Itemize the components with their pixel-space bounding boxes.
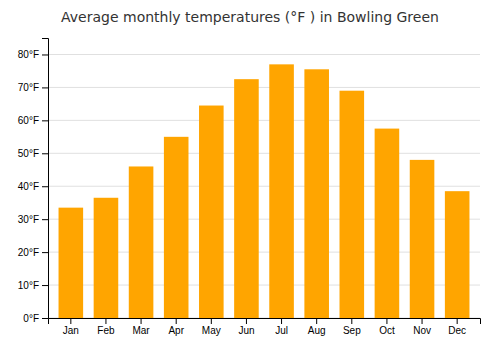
tick-mark xyxy=(42,219,48,220)
x-tick: Mar xyxy=(132,318,150,336)
x-tick: Feb xyxy=(97,318,115,336)
tick-label: Jun xyxy=(238,325,254,336)
tick-label: 80°F xyxy=(18,49,39,60)
y-tick: 40°F xyxy=(18,181,48,192)
tick-mark xyxy=(211,318,212,324)
x-tick: Jun xyxy=(238,318,254,336)
tick-mark xyxy=(351,318,352,324)
bar xyxy=(59,208,84,318)
tick-label: Sep xyxy=(343,325,361,336)
bar xyxy=(234,79,259,318)
tick-label: 10°F xyxy=(18,280,39,291)
tick-label: Nov xyxy=(413,325,431,336)
tick-label: May xyxy=(202,325,221,336)
chart-container: 0°F 10°F 20°F 30°F 40°F 50°F 60°F 70°F 80°F Jan Fe… xyxy=(0,0,500,350)
bar xyxy=(410,160,435,318)
bar xyxy=(340,91,365,318)
bar xyxy=(164,137,189,318)
tick-mark xyxy=(42,285,48,286)
tick-mark xyxy=(246,318,247,324)
x-tick: Sep xyxy=(343,318,361,336)
title: Average monthly temperatures (°F ) in Bo… xyxy=(61,9,439,25)
x-tick: Oct xyxy=(379,318,395,336)
bar xyxy=(445,191,470,318)
y-tick: 20°F xyxy=(18,247,48,258)
tick-label: 60°F xyxy=(18,115,39,126)
tick-label: 30°F xyxy=(18,214,39,225)
tick-label: 20°F xyxy=(18,247,39,258)
tick-mark xyxy=(316,318,317,324)
grid xyxy=(48,54,480,318)
tick-mark xyxy=(42,87,48,88)
tick-label: 0°F xyxy=(23,313,39,324)
tick-mark xyxy=(42,252,48,253)
x-axis: Jan Feb Mar Apr May Jun Jul Aug Sep Oct Nov Dec xyxy=(49,318,481,336)
x-tick: Dec xyxy=(448,318,466,336)
chart-svg: 0°F 10°F 20°F 30°F 40°F 50°F 60°F 70°F 80°F Jan Fe… xyxy=(0,0,500,350)
grid-line xyxy=(48,54,480,55)
tick-mark xyxy=(141,318,142,324)
tick-label: Feb xyxy=(97,325,115,336)
tick-label: Mar xyxy=(132,325,150,336)
axis-line xyxy=(49,319,481,325)
y-tick: 50°F xyxy=(18,148,48,159)
y-tick: 60°F xyxy=(18,115,48,126)
x-tick: Apr xyxy=(168,318,184,336)
tick-label: Oct xyxy=(379,325,395,336)
y-tick: 10°F xyxy=(18,280,48,291)
tick-label: 50°F xyxy=(18,148,39,159)
bar xyxy=(199,106,224,318)
tick-mark xyxy=(281,318,282,324)
y-tick: 0°F xyxy=(23,313,48,324)
plot-area: 0°F 10°F 20°F 30°F 40°F 50°F 60°F 70°F 80°F Jan Fe… xyxy=(18,39,481,337)
tick-mark xyxy=(457,318,458,324)
y-tick: 80°F xyxy=(18,49,48,60)
x-tick: Nov xyxy=(413,318,431,336)
grid-line xyxy=(48,153,480,154)
tick-mark xyxy=(42,120,48,121)
tick-mark xyxy=(42,186,48,187)
tick-mark xyxy=(70,318,71,324)
bar xyxy=(304,69,329,318)
bar xyxy=(375,129,400,318)
grid-line xyxy=(48,120,480,121)
tick-mark xyxy=(386,318,387,324)
x-tick: May xyxy=(202,318,221,336)
x-tick: Aug xyxy=(308,318,326,336)
tick-label: 40°F xyxy=(18,181,39,192)
x-tick: Jan xyxy=(63,318,79,336)
tick-label: Dec xyxy=(448,325,466,336)
tick-label: Apr xyxy=(168,325,184,336)
tick-mark xyxy=(42,54,48,55)
tick-mark xyxy=(42,153,48,154)
tick-mark xyxy=(105,318,106,324)
x-tick: Jul xyxy=(275,318,288,336)
bar xyxy=(94,198,119,318)
axis-line xyxy=(42,39,49,319)
tick-label: Aug xyxy=(308,325,326,336)
y-tick: 30°F xyxy=(18,214,48,225)
grid-line xyxy=(48,87,480,88)
bar xyxy=(269,64,294,318)
y-tick: 70°F xyxy=(18,82,48,93)
bar xyxy=(129,166,154,318)
bars xyxy=(59,64,470,318)
tick-mark xyxy=(42,318,48,319)
y-axis: 0°F 10°F 20°F 30°F 40°F 50°F 60°F 70°F 80°F xyxy=(18,39,49,324)
tick-mark xyxy=(176,318,177,324)
tick-label: Jul xyxy=(275,325,288,336)
tick-label: 70°F xyxy=(18,82,39,93)
tick-label: Jan xyxy=(63,325,79,336)
tick-mark xyxy=(422,318,423,324)
